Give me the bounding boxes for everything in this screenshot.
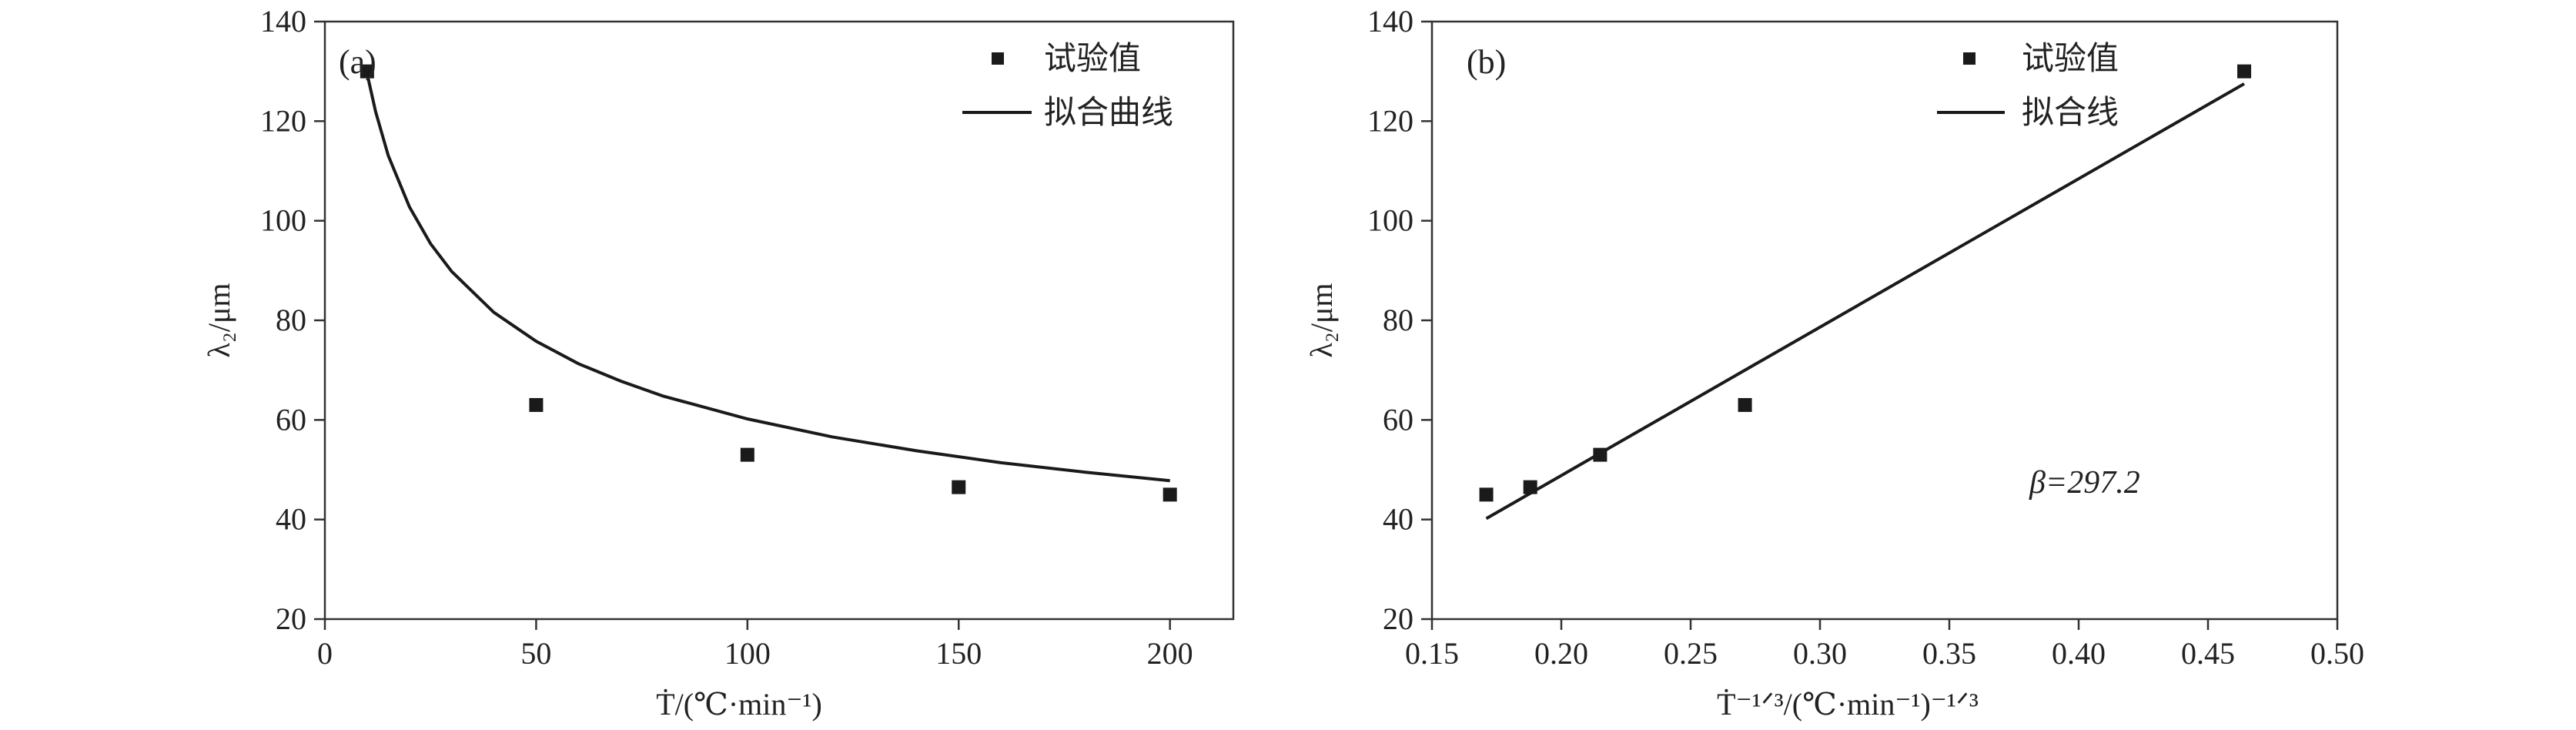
panel-b-label: (b)	[1467, 43, 1506, 81]
panel-b-x-tick-label: 0.30	[1793, 636, 1847, 671]
panel-b-y-axis-label: λ₂/μm	[1304, 283, 1339, 357]
panel-a-x-tick-label: 50	[520, 636, 551, 671]
panel-a-data-point	[952, 480, 966, 494]
panel-a-legend-label-points: 试验值	[1044, 39, 1141, 77]
panel-a-y-tick-label: 80	[276, 303, 306, 337]
panel-a-legend-marker-points	[992, 52, 1004, 65]
panel-a-legend-label-line: 拟合曲线	[1044, 93, 1173, 131]
panel-b-x-tick-label: 0.20	[1534, 636, 1588, 671]
panel-b-ticks	[1421, 20, 2339, 630]
panel-b-data-point	[1479, 487, 1494, 502]
panel-a-x-axis-label: Ṫ/(℃·min⁻¹)	[656, 687, 822, 722]
panel-a-legend: 试验值 拟合曲线	[962, 39, 1173, 131]
panel-a-ticks	[314, 20, 1171, 630]
panel-a-y-tick-label: 100	[260, 203, 306, 238]
panel-a-tick-labels: 0 50 100 150 200 20 40 60 80 100 120 140	[260, 4, 1193, 671]
panel-b-x-tick-label: 0.45	[2181, 636, 2235, 671]
panel-b-tick-labels: 0.15 0.20 0.25 0.30 0.35 0.40 0.45 0.50 20 40 60 80…	[1367, 4, 2364, 671]
panel-a-x-tick-label: 0	[317, 636, 333, 671]
panel-a-data-point	[740, 447, 754, 462]
panel-a-x-tick-label: 200	[1147, 636, 1193, 671]
panel-b-y-tick-label: 80	[1383, 303, 1413, 337]
panel-b-x-tick-label: 0.40	[2052, 636, 2106, 671]
panel-b-data-point	[1593, 447, 1607, 462]
panel-a-x-tick-label: 100	[724, 636, 771, 671]
panel-a-data-point	[1163, 487, 1177, 502]
panel-a: 0 50 100 150 200 20 40 60 80 100 120 140 (a) 试验值 拟合…	[202, 4, 1235, 722]
panel-b-x-tick-label: 0.25	[1664, 636, 1718, 671]
panel-b-y-tick-label: 40	[1383, 502, 1413, 537]
panel-b-x-axis-label: Ṫ⁻¹ᐟ³/(℃·min⁻¹)⁻¹ᐟ³	[1717, 687, 1979, 722]
panel-a-y-tick-label: 140	[260, 4, 306, 39]
panel-b-legend-marker-points	[1963, 52, 1975, 65]
panel-b-x-tick-label: 0.15	[1405, 636, 1459, 671]
panel-a-data-points	[360, 64, 1177, 502]
panel-b-frame	[1430, 20, 2339, 621]
panel-b-legend-label-line: 拟合线	[2022, 93, 2119, 131]
panel-a-x-tick-label: 150	[935, 636, 982, 671]
panel-b-data-point	[2237, 64, 2252, 79]
panel-b-data-point	[1738, 397, 1752, 412]
panel-a-y-tick-label: 40	[276, 502, 306, 537]
panel-b-y-tick-label: 100	[1367, 203, 1413, 238]
panel-b-y-tick-label: 140	[1367, 4, 1413, 39]
panel-a-data-point	[529, 397, 544, 412]
panel-b-data-point	[1523, 480, 1537, 494]
panel-a-y-tick-label: 60	[276, 402, 306, 437]
panel-b-x-tick-label: 0.50	[2310, 636, 2364, 671]
panel-b-fit-line	[1485, 82, 2245, 521]
panel-b-y-tick-label: 20	[1383, 601, 1413, 636]
panel-a-y-tick-label: 120	[260, 103, 306, 138]
panel-b-data-points	[1479, 64, 2252, 502]
panel-a-data-point	[360, 64, 374, 79]
panel-b-beta-annotation: β=297.2	[2029, 465, 2140, 501]
panel-b-legend: 试验值 拟合线	[1937, 39, 2119, 131]
panel-b-y-tick-label: 60	[1383, 402, 1413, 437]
panel-b-y-tick-label: 120	[1367, 103, 1413, 138]
panel-b: 0.15 0.20 0.25 0.30 0.35 0.40 0.45 0.50 20 40 60 80…	[1304, 4, 2364, 722]
panel-a-y-tick-label: 20	[276, 601, 306, 636]
panel-b-x-tick-label: 0.35	[1922, 636, 1976, 671]
panel-b-legend-label-points: 试验值	[2022, 39, 2119, 77]
panel-a-label: (a)	[339, 43, 376, 81]
panel-a-fit-curve	[365, 73, 1170, 483]
panel-a-y-axis-label: λ₂/μm	[202, 283, 236, 357]
